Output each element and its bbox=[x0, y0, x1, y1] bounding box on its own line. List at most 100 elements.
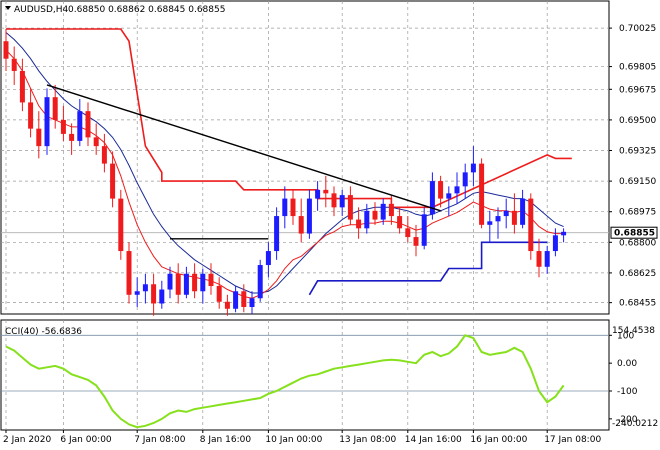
candle-body bbox=[3, 41, 9, 59]
candle-body bbox=[265, 251, 271, 266]
candle-body bbox=[233, 291, 239, 309]
candle-body bbox=[11, 58, 17, 71]
cci-panel-frame bbox=[0, 319, 610, 431]
time-tick-label: 16 Jan 00:00 bbox=[470, 435, 527, 445]
candle-body bbox=[274, 216, 280, 252]
candle-body bbox=[495, 216, 501, 222]
candle-body bbox=[454, 186, 460, 194]
cci-tick-label: -200 bbox=[617, 415, 638, 425]
trendline bbox=[46, 84, 441, 212]
candle-body bbox=[470, 163, 476, 173]
time-tick-label: 8 Jan 16:00 bbox=[200, 435, 252, 445]
time-tick-label: 7 Jan 08:00 bbox=[134, 435, 186, 445]
candle-body bbox=[438, 181, 444, 199]
candle-body bbox=[323, 189, 329, 194]
candle-body bbox=[421, 214, 427, 246]
candle-body bbox=[134, 291, 140, 295]
candle-body bbox=[241, 291, 247, 308]
collapse-arrow-icon[interactable] bbox=[5, 6, 11, 10]
price-tick-label: 0.69500 bbox=[619, 116, 656, 126]
candle-body bbox=[60, 119, 66, 134]
cci-max-label: 154.4538 bbox=[612, 326, 655, 336]
cci-tick-label: -100 bbox=[617, 387, 638, 397]
time-axis: 2 Jan 2020 6 Jan 00:00 7 Jan 08:00 8 Jan 16… bbox=[3, 430, 601, 445]
candle-body bbox=[429, 181, 435, 215]
price-tick-label: 0.68625 bbox=[619, 269, 656, 279]
price-tick-label: 0.70025 bbox=[619, 24, 656, 34]
time-tick-label: 14 Jan 16:00 bbox=[405, 435, 462, 445]
main-panel-frame bbox=[0, 0, 610, 315]
candle-body bbox=[249, 298, 255, 308]
candle-body bbox=[282, 198, 288, 217]
candle-body bbox=[167, 273, 173, 290]
candle-body bbox=[528, 198, 534, 252]
candle-body bbox=[36, 128, 42, 147]
time-tick-label: 17 Jan 08:00 bbox=[544, 435, 601, 445]
candle-body bbox=[372, 210, 378, 220]
candle-body bbox=[77, 111, 83, 141]
candle-body bbox=[93, 137, 99, 147]
cci-tick-label: 100 bbox=[617, 331, 634, 341]
candle-body bbox=[175, 273, 181, 295]
time-tick-label: 13 Jan 08:00 bbox=[339, 435, 396, 445]
main-grid bbox=[1, 1, 609, 314]
candle-body bbox=[44, 97, 50, 147]
price-tick-label: 0.69805 bbox=[619, 63, 656, 73]
candle-body bbox=[339, 195, 345, 208]
candle-body bbox=[192, 273, 198, 292]
candle-body bbox=[52, 97, 58, 120]
candle-body bbox=[462, 172, 468, 187]
candle-body bbox=[503, 210, 509, 217]
cci-tick-label: 0.00 bbox=[617, 359, 637, 369]
candle-body bbox=[85, 111, 91, 138]
candle-body bbox=[388, 203, 394, 217]
candle-body bbox=[298, 216, 304, 234]
trendlines bbox=[46, 84, 441, 240]
candle-body bbox=[380, 203, 386, 220]
candle-body bbox=[347, 195, 353, 220]
candles bbox=[3, 28, 567, 316]
price-tick-label: 0.69150 bbox=[619, 177, 656, 187]
cci-axis: 100 0.00 -100 -200 bbox=[609, 331, 638, 425]
candle-body bbox=[118, 198, 124, 252]
moving-average-slow bbox=[5, 32, 564, 294]
candle-body bbox=[101, 146, 107, 164]
stop-lines bbox=[6, 28, 572, 296]
cci-title: CCI(40) -56.6836 bbox=[5, 327, 82, 337]
candle-body bbox=[110, 163, 116, 199]
candle-body bbox=[200, 273, 206, 292]
moving-average-fast bbox=[5, 49, 564, 299]
candle-body bbox=[151, 284, 157, 304]
price-tick-label: 0.68455 bbox=[619, 299, 656, 309]
candle-body bbox=[257, 265, 263, 299]
candle-body bbox=[413, 237, 419, 246]
cci-series bbox=[5, 334, 565, 429]
time-tick-label: 10 Jan 00:00 bbox=[265, 435, 322, 445]
candle-body bbox=[28, 102, 34, 129]
candle-body bbox=[306, 198, 312, 234]
price-tick-label: 0.68800 bbox=[619, 238, 656, 248]
cci-line bbox=[5, 334, 565, 429]
candle-body bbox=[224, 301, 230, 309]
candle-body bbox=[487, 221, 493, 225]
candle-body bbox=[364, 210, 370, 229]
cci-grid bbox=[1, 320, 609, 430]
candle-body bbox=[290, 198, 296, 217]
price-tick-label: 0.68975 bbox=[619, 208, 656, 218]
stop-line-upper bbox=[6, 28, 572, 209]
price-axis: 0.70025 0.69805 0.69675 0.69500 0.69325 0.691… bbox=[609, 24, 656, 309]
ohlc-label: 0.68850 0.68862 0.68845 0.68855 bbox=[68, 5, 225, 15]
candle-body bbox=[544, 251, 550, 267]
stop-line-lower bbox=[308, 241, 548, 296]
candle-body bbox=[561, 231, 567, 236]
last-price-tag: 0.68855 bbox=[610, 226, 658, 239]
time-tick-label: 2 Jan 2020 bbox=[3, 435, 51, 445]
candle-body bbox=[397, 216, 403, 229]
candle-body bbox=[19, 70, 25, 103]
header: AUDUSD,H4 0.68850 0.68862 0.68845 0.6885… bbox=[5, 5, 225, 15]
candle-body bbox=[405, 228, 411, 238]
candle-body bbox=[69, 133, 75, 141]
time-tick-label: 6 Jan 00:00 bbox=[60, 435, 112, 445]
